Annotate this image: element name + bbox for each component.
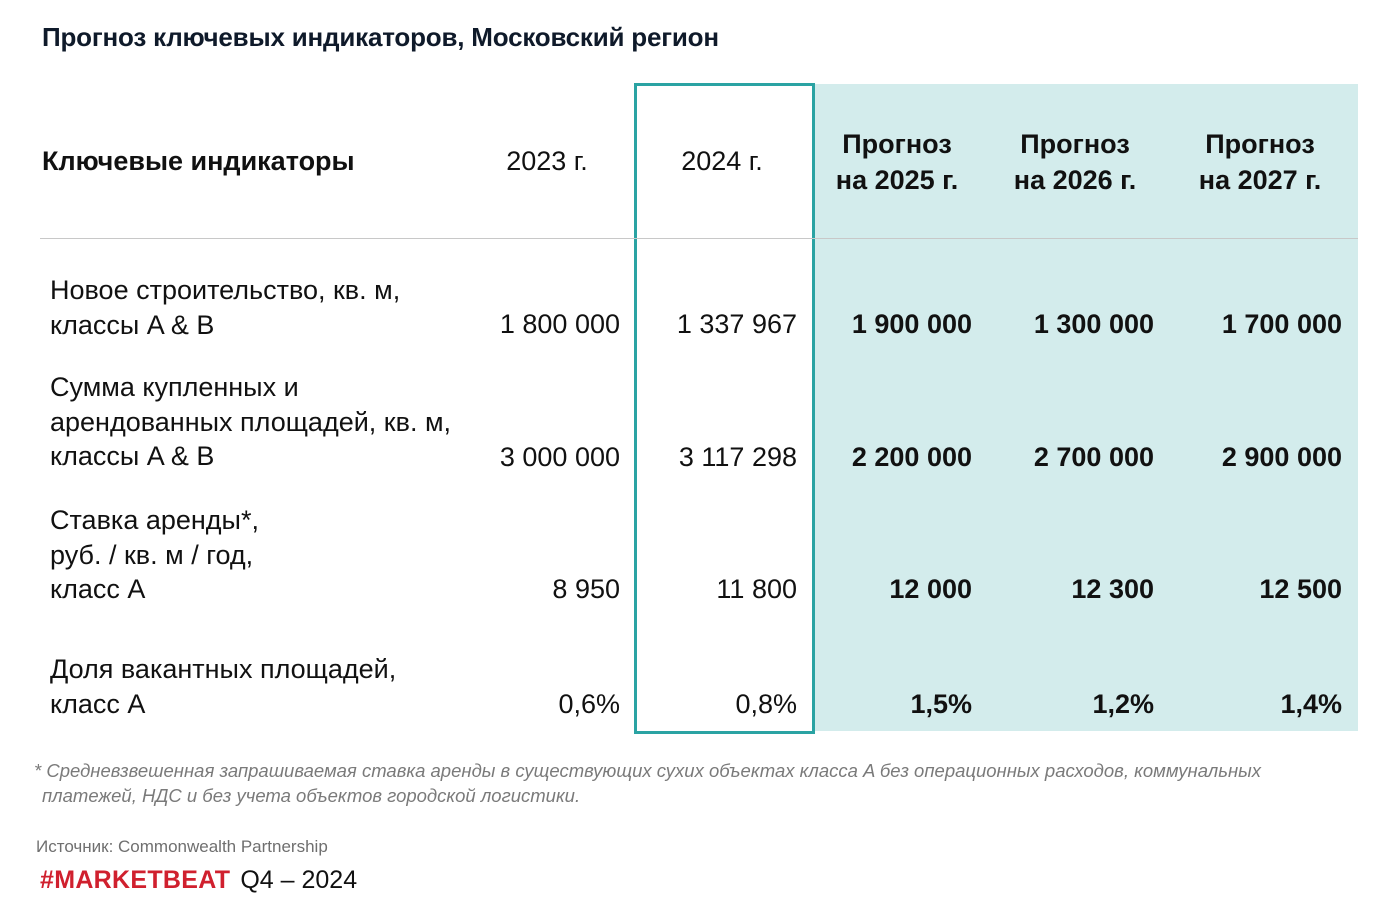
header-2024: 2024 г.	[681, 146, 763, 176]
footnote-line: * Средневзвешенная запрашиваемая ставка …	[34, 760, 1262, 781]
header-divider	[40, 238, 1358, 239]
header-forecast-2025: Прогноз на 2025 г.	[807, 126, 987, 198]
table-cell: 1,2%	[1092, 689, 1154, 719]
table-cell: 1 800 000	[499, 309, 620, 339]
header-forecast-2027-line2: на 2027 г.	[1198, 165, 1322, 195]
header-forecast-2026-line2: на 2026 г.	[1013, 165, 1137, 195]
table-cell: 2 200 000	[851, 442, 972, 472]
page-title: Прогноз ключевых индикаторов, Московский…	[42, 22, 719, 52]
table-cell: 2 900 000	[1221, 442, 1342, 472]
table-cell: 1 300 000	[1033, 309, 1154, 339]
header-forecast-2027: Прогноз на 2027 г.	[1170, 126, 1350, 198]
table-cell: 1,5%	[910, 689, 972, 719]
footnote: * Средневзвешенная запрашиваемая ставка …	[34, 758, 1334, 808]
row-label-line: классы A & B	[50, 309, 215, 340]
brand-footer: #MARKETBEAT Q4 – 2024	[40, 866, 357, 895]
table-cell: 1 900 000	[851, 309, 972, 339]
header-forecast-2025-line2: на 2025 г.	[835, 165, 959, 195]
row-label-line: Ставка аренды*,	[50, 505, 259, 535]
table-cell: 3 117 298	[678, 442, 797, 472]
header-forecast-2026-line1: Прогноз	[1020, 129, 1130, 159]
table-cell: 8 950	[552, 574, 620, 604]
header-forecast-2025-line1: Прогноз	[842, 129, 952, 159]
source-note: Источник: Commonwealth Partnership	[36, 837, 328, 856]
table-cell: 1 337 967	[676, 309, 797, 339]
row-label-vacancy: Доля вакантных площадей, класс A	[50, 652, 470, 721]
table-cell: 12 500	[1259, 574, 1342, 604]
row-label-line: арендованных площадей, кв. м,	[50, 406, 452, 437]
marketbeat-logo: #MARKETBEAT	[40, 866, 231, 894]
table-cell: 3 000 000	[499, 442, 620, 472]
table-cell: 1 700 000	[1221, 309, 1342, 339]
report-period: Q4 – 2024	[240, 866, 358, 894]
row-label-take-up: Сумма купленных и арендованных площадей,…	[50, 370, 470, 474]
table-cell: 0,8%	[735, 689, 797, 719]
header-forecast-2027-line1: Прогноз	[1205, 129, 1315, 159]
year-2024-column-highlight	[634, 83, 815, 734]
row-label-line: класс A	[50, 688, 146, 719]
row-label-line: Новое строительство, кв. м,	[50, 275, 401, 305]
table-cell: 11 800	[716, 574, 797, 604]
header-forecast-2026: Прогноз на 2026 г.	[985, 126, 1165, 198]
forecast-columns-background	[812, 84, 1358, 731]
table-cell: 12 300	[1071, 574, 1154, 604]
row-label-line: руб. / кв. м / год,	[50, 539, 254, 570]
row-label-rent-rate: Ставка аренды*, руб. / кв. м / год, клас…	[50, 503, 470, 607]
row-label-line: Сумма купленных и	[50, 372, 299, 402]
table-cell: 2 700 000	[1033, 442, 1154, 472]
table-cell: 0,6%	[558, 689, 620, 719]
row-label-line: Доля вакантных площадей,	[50, 654, 397, 684]
row-label-line: класс A	[50, 574, 146, 604]
header-2023: 2023 г.	[506, 146, 588, 176]
table-cell: 1,4%	[1280, 689, 1342, 719]
row-label-new-construction: Новое строительство, кв. м, классы A & B	[50, 273, 470, 342]
table-cell: 12 000	[889, 574, 972, 604]
row-label-line: классы A & B	[50, 441, 215, 471]
footnote-line: платежей, НДС и без учета объектов город…	[42, 785, 581, 806]
header-key-indicators: Ключевые индикаторы	[42, 146, 355, 176]
